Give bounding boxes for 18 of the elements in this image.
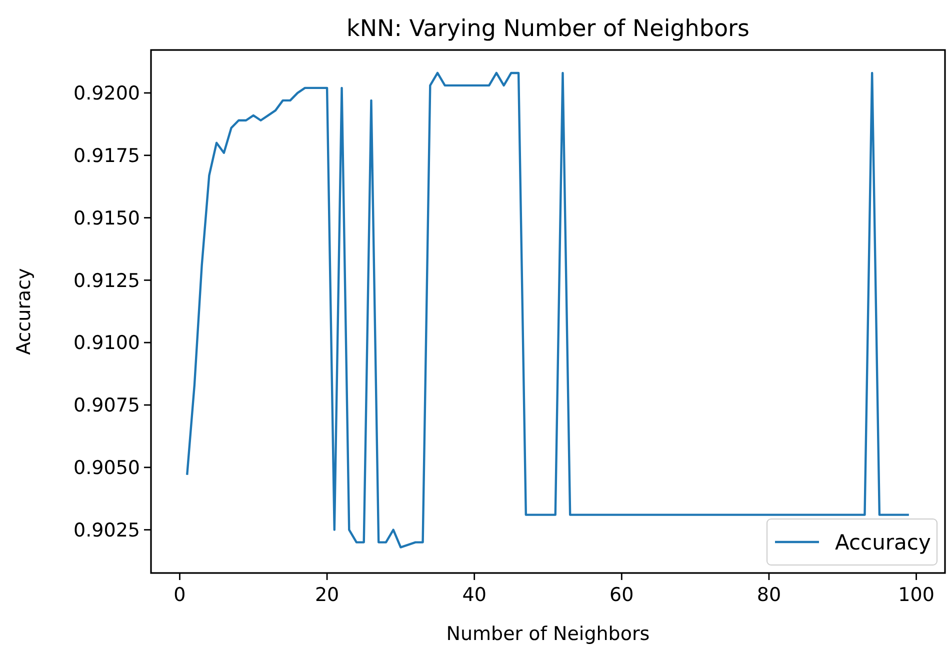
x-tick-label: 60 [610, 584, 634, 606]
x-tick-label: 0 [174, 584, 186, 606]
y-tick-label: 0.9200 [74, 82, 140, 105]
x-tick-label: 40 [462, 584, 486, 606]
y-tick-label: 0.9150 [74, 207, 140, 230]
y-tick-label: 0.9175 [74, 145, 140, 167]
x-tick-label: 20 [314, 584, 340, 606]
y-tick-label: 0.9025 [74, 519, 140, 542]
chart-title: kNN: Varying Number of Neighbors [346, 16, 750, 42]
y-tick-label: 0.9075 [74, 394, 140, 417]
legend-label: Accuracy [835, 530, 931, 554]
y-axis-title: Accuracy [13, 268, 35, 355]
x-axis-title: Number of Neighbors [446, 623, 650, 645]
x-tick-label: 100 [898, 584, 934, 606]
y-tick-label: 0.9050 [74, 457, 140, 480]
x-tick-label: 80 [756, 584, 782, 606]
y-tick-label: 0.9125 [74, 270, 140, 292]
y-tick-label: 0.9100 [74, 332, 140, 354]
